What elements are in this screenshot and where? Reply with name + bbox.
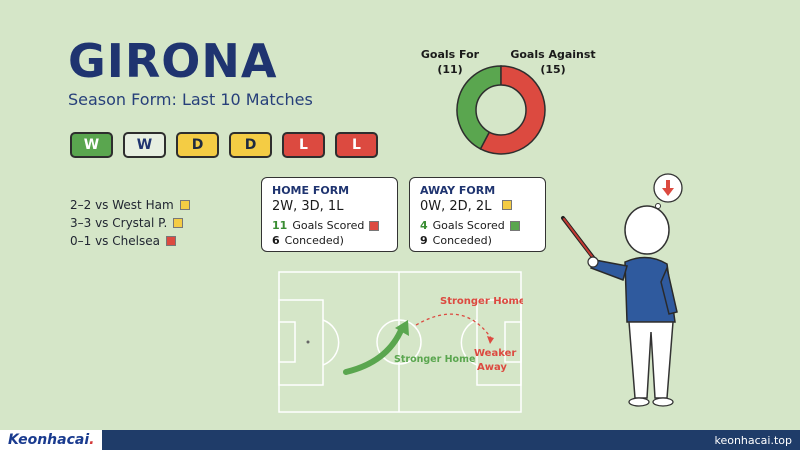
home-conceded-number: 6 (272, 234, 280, 247)
away-record-marker (501, 200, 512, 210)
goals-for-label: Goals For (11) (418, 47, 482, 77)
form-chip-win: W (123, 132, 166, 158)
result-draw-marker (179, 200, 190, 210)
stronger-home-arrowhead (395, 320, 409, 336)
home-scored-number: 11 (272, 219, 288, 232)
stronger-home-label-mid: Stronger Home (394, 354, 475, 365)
pitch-outline (278, 271, 522, 413)
presenter-arm (589, 259, 628, 281)
away-scored-number: 4 (420, 219, 428, 232)
home-conceded-text: Conceded) (284, 234, 344, 247)
footer-bar (0, 430, 800, 450)
pitch-penalty-spot (306, 340, 310, 344)
down-arrow-icon (662, 180, 674, 196)
away-goals-scored: 4 Goals Scored (420, 218, 535, 233)
weaker-away-arrowhead (487, 336, 494, 344)
goals-for-title: Goals For (420, 48, 480, 61)
pitch-right-six-yard (504, 321, 522, 363)
pitch-left-arc (322, 319, 340, 366)
page-title: GIRONA (68, 34, 278, 88)
presenter-figure (561, 173, 683, 407)
pointer-stick-inner (563, 218, 595, 260)
home-form-card: HOME FORM 2W, 3D, 1L 11 Goals Scored 6 C… (261, 177, 398, 252)
away-label: Away (477, 362, 507, 373)
away-conceded-text: Conceded) (432, 234, 492, 247)
result-text: 0–1 vs Chelsea (70, 234, 160, 248)
site-url[interactable]: keonhacai.top (714, 433, 792, 447)
result-text: 3–3 vs Crystal P. (70, 216, 168, 230)
away-form-heading: AWAY FORM (420, 184, 496, 197)
form-chip-draw: D (229, 132, 272, 158)
brand-name: Keonhacai (8, 432, 90, 448)
form-chip-loss: L (335, 132, 378, 158)
presenter-legs (628, 321, 674, 399)
goals-against-label: Goals Against (15) (508, 47, 598, 77)
brand-logo[interactable]: Keonhacai. (0, 430, 103, 450)
result-loss-marker (165, 236, 176, 246)
goals-donut-chart (456, 65, 546, 155)
weaker-label: Weaker (474, 348, 516, 359)
presenter-shoe (628, 397, 650, 407)
result-row: 3–3 vs Crystal P. (70, 214, 190, 232)
away-conceded-number: 9 (420, 234, 428, 247)
pitch-left-box (278, 299, 324, 386)
away-scored-text: Goals Scored (432, 219, 505, 232)
form-chips: W W D D L L (70, 132, 378, 158)
result-row: 0–1 vs Chelsea (70, 232, 190, 250)
stronger-home-label-top: Stronger Home (440, 296, 523, 307)
goals-against-value: (15) (540, 63, 566, 76)
home-goals-scored: 11 Goals Scored (272, 218, 387, 233)
home-scored-marker (369, 220, 380, 231)
form-chip-draw: D (176, 132, 219, 158)
football-pitch: Stronger Home Stronger Home Weaker Away (278, 271, 523, 413)
pitch-left-six-yard (278, 321, 296, 363)
pitch-right-arc (460, 319, 478, 366)
recent-results: 2–2 vs West Ham 3–3 vs Crystal P. 0–1 vs… (70, 196, 190, 250)
presenter-head (624, 205, 670, 255)
home-goals-conceded: 6 Conceded) (272, 233, 387, 248)
presenter-hand (587, 256, 599, 268)
goals-for-value: (11) (437, 63, 463, 76)
away-form-record: 0W, 2D, 2L (420, 199, 535, 214)
stronger-home-arrow (343, 325, 405, 375)
weaker-away-arrow (415, 313, 492, 339)
away-form-card: AWAY FORM 0W, 2D, 2L 4 Goals Scored 9 Co… (409, 177, 546, 252)
presenter-shoe (652, 397, 674, 407)
away-form-record-text: 0W, 2D, 2L (420, 199, 492, 214)
result-draw-marker (173, 218, 184, 228)
result-row: 2–2 vs West Ham (70, 196, 190, 214)
home-form-record: 2W, 3D, 1L (272, 199, 344, 214)
home-scored-text: Goals Scored (292, 219, 365, 232)
home-form-heading: HOME FORM (272, 184, 350, 197)
goals-against-title: Goals Against (510, 48, 596, 61)
brand-dot: . (89, 432, 95, 448)
result-text: 2–2 vs West Ham (70, 198, 174, 212)
form-chip-loss: L (282, 132, 325, 158)
pitch-center-circle (376, 319, 422, 365)
away-scored-marker (509, 220, 520, 231)
form-chip-win: W (70, 132, 113, 158)
presenter-other-arm (660, 265, 678, 315)
page-subtitle: Season Form: Last 10 Matches (68, 90, 313, 109)
away-goals-conceded: 9 Conceded) (420, 233, 535, 248)
